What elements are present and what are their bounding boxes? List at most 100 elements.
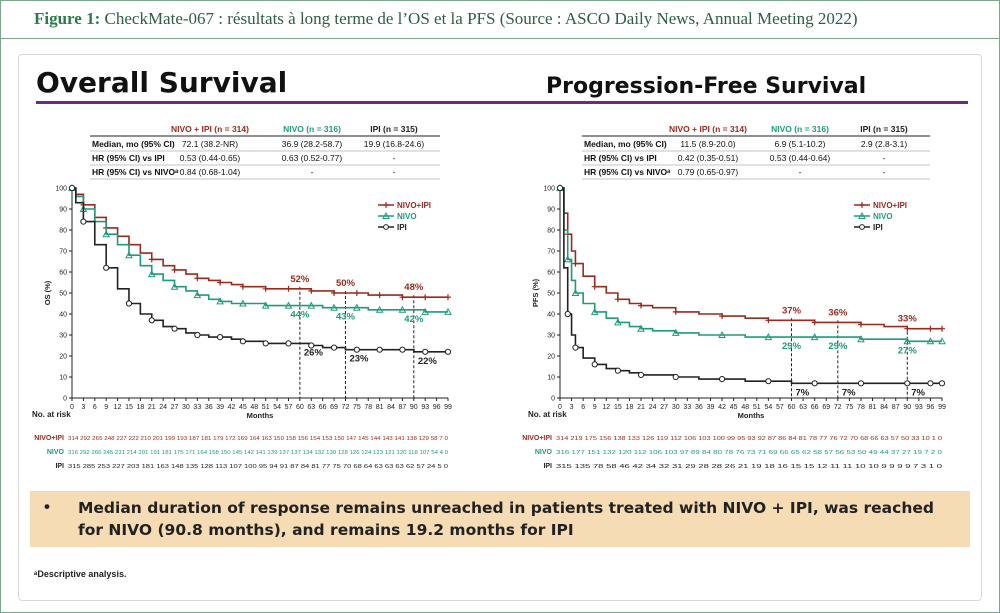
os-x-tick-label: 75 (353, 404, 361, 411)
os-x-tick-label: 81 (376, 404, 384, 411)
pfs-table-cell-0-1: 11.5 (8.9-20.0) (680, 139, 735, 149)
os-x-tick-label: 90 (410, 404, 418, 411)
pfs-legend-label: NIVO (873, 212, 893, 221)
pfs-x-tick-label: 90 (903, 404, 911, 411)
os-landmark-label: 43% (336, 312, 356, 323)
os-point-nivo-ipi (262, 285, 269, 292)
pfs-point-nivo (590, 307, 599, 315)
os-point-ipi (148, 317, 155, 324)
os-y-tick-label: 80 (59, 228, 67, 235)
os-x-tick-label: 57 (285, 404, 293, 411)
pfs-x-tick-label: 63 (799, 404, 807, 411)
os-y-tick-label: 10 (59, 375, 67, 382)
pfs-point-nivo (614, 318, 622, 326)
pfs-landmark-label: 33% (898, 314, 918, 325)
pfs-landmark-label: 29% (782, 341, 802, 352)
pfs-at-risk-row-values: 315 135 78 58 46 42 34 32 31 29 28 28 26… (556, 464, 942, 470)
os-landmark-label: 48% (404, 282, 424, 293)
pfs-table-cell-1-0: HR (95% CI) vs IPI (584, 153, 657, 163)
pfs-x-tick-label: 69 (822, 404, 830, 411)
os-point-ipi (422, 348, 429, 355)
pfs-x-tick-label: 84 (880, 404, 888, 411)
summary-banner: • Median duration of response remains un… (30, 491, 970, 547)
pfs-landmark-label: 36% (828, 307, 848, 318)
os-table-header-3: IPI (n = 315) (370, 124, 418, 134)
os-landmark-label: 22% (418, 356, 438, 367)
pfs-table-cell-1-1: 0.42 (0.35-0.51) (678, 153, 739, 163)
pfs-x-tick-label: 99 (938, 404, 946, 411)
os-at-risk-row-values: 314 292 265 248 227 222 210 201 199 193 … (68, 436, 448, 442)
pfs-table-cell-2-2: - (799, 167, 802, 177)
pfs-point-nivo-ipi (765, 317, 772, 324)
os-legend-label: NIVO (397, 212, 417, 221)
pfs-point-nivo (810, 333, 819, 341)
os-legend-marker (382, 211, 390, 219)
pfs-table-cell-2-1: 0.79 (0.65-0.97) (678, 167, 739, 177)
pfs-x-tick-label: 57 (776, 404, 784, 411)
pfs-point-nivo-ipi (614, 296, 621, 303)
pfs-table-cell-2-0: HR (95% CI) vs NIVOᵃ (584, 167, 671, 177)
pfs-point-nivo-ipi (672, 308, 679, 315)
os-y-tick-label: 20 (59, 354, 67, 361)
pfs-at-risk-row-label: IPI (543, 463, 552, 470)
os-x-tick-label: 96 (433, 404, 441, 411)
os-y-axis-label: OS (%) (43, 280, 52, 305)
pfs-point-ipi (811, 380, 818, 387)
pfs-table-header-2: NIVO (n = 316) (771, 124, 829, 134)
os-point-ipi (125, 300, 133, 307)
pfs-at-risk-row-label: NIVO (535, 449, 553, 456)
pfs-y-tick-label: 50 (547, 291, 555, 298)
os-y-tick-label: 50 (59, 291, 67, 298)
pfs-point-nivo (571, 288, 580, 296)
pfs-y-axis-label: PFS (%) (531, 278, 540, 307)
os-point-nivo (216, 297, 224, 305)
os-point-ipi (399, 346, 406, 353)
pfs-point-nivo (857, 335, 865, 343)
figure-title: Figure 1: CheckMate-067 : résultats à lo… (34, 9, 994, 29)
pfs-point-nivo-ipi (857, 321, 864, 328)
title-divider (0, 38, 1000, 39)
pfs-point-ipi (564, 310, 571, 318)
os-x-tick-label: 27 (171, 404, 179, 411)
os-table-cell-2-0: HR (95% CI) vs NIVOᵃ (92, 167, 179, 177)
pfs-point-ipi (572, 344, 579, 351)
os-point-nivo (307, 301, 316, 309)
pfs-x-tick-label: 6 (581, 404, 585, 411)
os-at-risk-row-label: NIVO+IPI (34, 435, 64, 442)
pfs-legend-marker (858, 211, 866, 219)
os-point-nivo (261, 301, 270, 309)
os-legend-marker (383, 202, 389, 208)
pfs-x-tick-label: 48 (741, 404, 749, 411)
os-at-risk-row-values: 315 285 253 227 203 181 163 148 135 128 … (68, 464, 448, 470)
os-point-nivo-ipi (353, 290, 360, 296)
banner-bullet: • (44, 497, 50, 516)
os-x-tick-label: 51 (262, 404, 270, 411)
os-point-nivo-ipi (285, 285, 292, 292)
pfs-legend-marker (859, 224, 865, 230)
os-point-ipi (262, 340, 269, 347)
pfs-point-nivo (563, 255, 572, 263)
pfs-point-nivo (903, 337, 912, 345)
pfs-x-tick-label: 9 (593, 404, 597, 411)
os-point-ipi (194, 331, 201, 339)
os-x-tick-label: 39 (216, 404, 224, 411)
os-x-tick-label: 63 (307, 404, 315, 411)
pfs-point-ipi (765, 378, 772, 385)
pfs-landmark-label: 7% (796, 387, 810, 398)
pfs-point-ipi (904, 380, 911, 387)
pfs-x-tick-label: 36 (695, 404, 703, 411)
pfs-table-cell-1-2: 0.53 (0.44-0.64) (770, 153, 831, 163)
os-point-nivo-ipi (331, 290, 338, 296)
pfs-x-tick-label: 75 (845, 404, 853, 411)
os-table-cell-0-2: 36.9 (28.2-58.7) (282, 139, 343, 149)
pfs-x-tick-label: 45 (730, 404, 738, 411)
os-table-cell-1-2: 0.63 (0.52-0.77) (282, 153, 343, 163)
os-point-ipi (217, 334, 224, 341)
os-table-cell-1-1: 0.53 (0.44-0.65) (180, 153, 241, 163)
pfs-point-nivo-ipi (591, 283, 598, 290)
pfs-y-tick-label: 40 (547, 312, 555, 319)
os-at-risk-row-label: NIVO (47, 449, 65, 456)
os-x-tick-label: 18 (136, 404, 144, 411)
os-x-tick-label: 21 (148, 404, 156, 411)
